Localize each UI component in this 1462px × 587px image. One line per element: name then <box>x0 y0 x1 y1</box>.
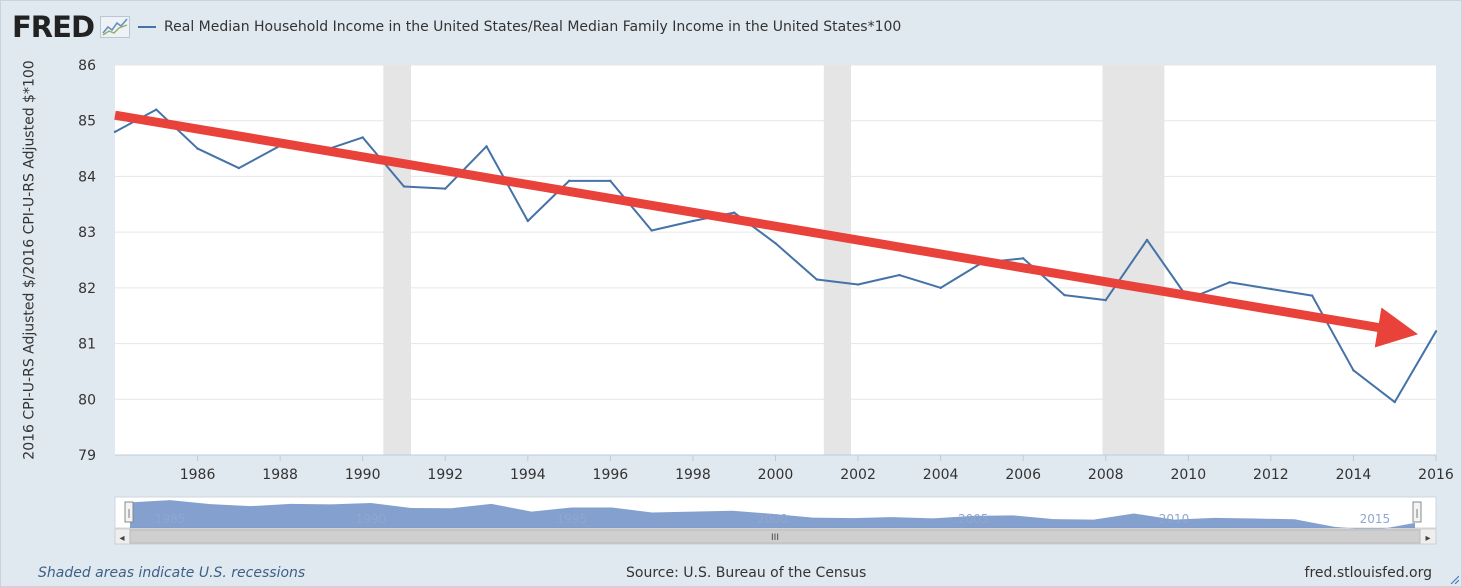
x-tick-label-1990: 1990 <box>345 467 381 483</box>
data-point-1994 <box>526 219 530 223</box>
navigator-handle-right-grip: | <box>1415 509 1418 519</box>
navigator[interactable]: 1985 1990 1995 2000 2005 2010 2015 | | <box>114 496 1437 531</box>
navigator-year-labels: 1985 1990 1995 2000 2005 2010 2015 <box>155 512 1390 526</box>
data-point-1993 <box>485 145 488 148</box>
data-point-2011 <box>1228 281 1231 284</box>
trend-arrow-0 <box>114 110 1418 348</box>
x-tick-label-2014: 2014 <box>1336 467 1372 483</box>
x-tick-label-2004: 2004 <box>923 467 959 483</box>
navigator-handle-left[interactable] <box>124 501 134 523</box>
y-tick-label-86: 86 <box>78 58 96 74</box>
data-point-1995 <box>567 179 571 183</box>
navigator-handle-right[interactable] <box>1412 501 1422 523</box>
recession-band-1 <box>823 65 852 455</box>
x-tick-label-1992: 1992 <box>427 467 463 483</box>
data-point-2016 <box>1434 330 1438 333</box>
data-point-1992 <box>444 187 447 190</box>
y-tick-label-83: 83 <box>78 225 96 241</box>
legend: Real Median Household Income in the Unit… <box>138 19 901 35</box>
legend-swatch <box>138 26 157 28</box>
scrollbar-thumb[interactable] <box>129 529 1421 544</box>
y-tick-label-84: 84 <box>78 169 96 185</box>
x-tick-labels: 1986 1988 1990 1992 1994 1996 1998 2000 2002 2004… <box>180 455 1454 483</box>
data-point-1996 <box>609 179 612 183</box>
x-tick-label-1998: 1998 <box>675 467 711 483</box>
x-tick-label-2010: 2010 <box>1170 467 1206 483</box>
data-point-1991 <box>402 185 406 188</box>
x-tick-label-2006: 2006 <box>1005 467 1041 483</box>
scrollbar-grip: III <box>771 533 779 543</box>
recession-layer <box>383 65 1165 455</box>
recession-band-0 <box>383 65 411 455</box>
data-point-2001 <box>815 278 818 281</box>
data-point-2012 <box>1269 287 1273 291</box>
x-tick-label-1996: 1996 <box>593 467 629 483</box>
navigator-year-2010: 2010 <box>1159 512 1190 526</box>
x-tick-label-1994: 1994 <box>510 467 546 483</box>
data-point-2009 <box>1145 238 1149 242</box>
navigator-year-1985: 1985 <box>155 512 186 526</box>
data-point-2004 <box>939 286 942 290</box>
data-point-1985 <box>155 108 158 111</box>
data-point-2002 <box>856 283 860 286</box>
x-tick-label-2000: 2000 <box>758 467 794 483</box>
data-point-1984 <box>113 130 117 134</box>
data-point-2015 <box>1393 400 1396 404</box>
line-graph-icon <box>100 16 131 38</box>
y-tick-label-80: 80 <box>78 392 96 408</box>
navigator-handle-left-grip: | <box>127 509 130 519</box>
navigator-year-2015: 2015 <box>1360 512 1391 526</box>
data-point-1990 <box>361 136 364 139</box>
y-tick-label-85: 85 <box>78 114 96 130</box>
data-point-2006 <box>1021 257 1025 260</box>
y-tick-label-82: 82 <box>78 281 96 297</box>
fred-logo[interactable]: FRED <box>12 10 95 44</box>
data-point-2003 <box>898 273 901 277</box>
x-tick-label-2002: 2002 <box>840 467 876 483</box>
data-point-1986 <box>196 147 199 150</box>
navigator-year-2000: 2000 <box>757 512 788 526</box>
plot-background <box>115 65 1436 455</box>
x-tick-label-1986: 1986 <box>180 467 216 483</box>
data-point-2014 <box>1352 369 1355 372</box>
annotation-layer <box>114 110 1418 348</box>
site-link[interactable]: fred.stlouisfed.org <box>1304 565 1432 581</box>
recession-note: Shaded areas indicate U.S. recessions <box>38 565 306 581</box>
source-note: Source: U.S. Bureau of the Census <box>626 565 867 581</box>
data-point-1987 <box>237 166 241 170</box>
navigator-year-2005: 2005 <box>958 512 989 526</box>
navigator-year-1990: 1990 <box>356 512 387 526</box>
x-tick-label-1988: 1988 <box>262 467 298 483</box>
y-tick-labels: 79 80 81 82 83 84 85 86 <box>78 58 96 464</box>
series-layer <box>113 108 1438 404</box>
data-point-1998 <box>691 219 695 223</box>
scrollbar-right-arrow[interactable]: ▸ <box>1425 533 1430 544</box>
scrollbar[interactable]: ◂ ▸ III <box>114 528 1437 545</box>
legend-series-title: Real Median Household Income in the Unit… <box>164 19 902 35</box>
chart-header: FRED Real Median Household Income in the… <box>12 10 901 44</box>
data-point-2000 <box>774 242 777 245</box>
y-tick-label-79: 79 <box>78 448 96 464</box>
y-tick-label-81: 81 <box>78 337 96 353</box>
navigator-area <box>130 500 1415 531</box>
data-point-2008 <box>1104 298 1107 302</box>
x-tick-label-2012: 2012 <box>1253 467 1289 483</box>
scrollbar-left-arrow[interactable]: ◂ <box>119 533 124 544</box>
data-point-1997 <box>650 229 653 232</box>
data-point-2007 <box>1063 293 1066 297</box>
x-tick-label-2016: 2016 <box>1418 467 1454 483</box>
x-tick-label-2008: 2008 <box>1088 467 1124 483</box>
data-point-2013 <box>1310 294 1314 297</box>
resize-grip-icon[interactable] <box>1449 574 1459 584</box>
navigator-year-1995: 1995 <box>556 512 587 526</box>
data-point-1999 <box>733 211 736 214</box>
